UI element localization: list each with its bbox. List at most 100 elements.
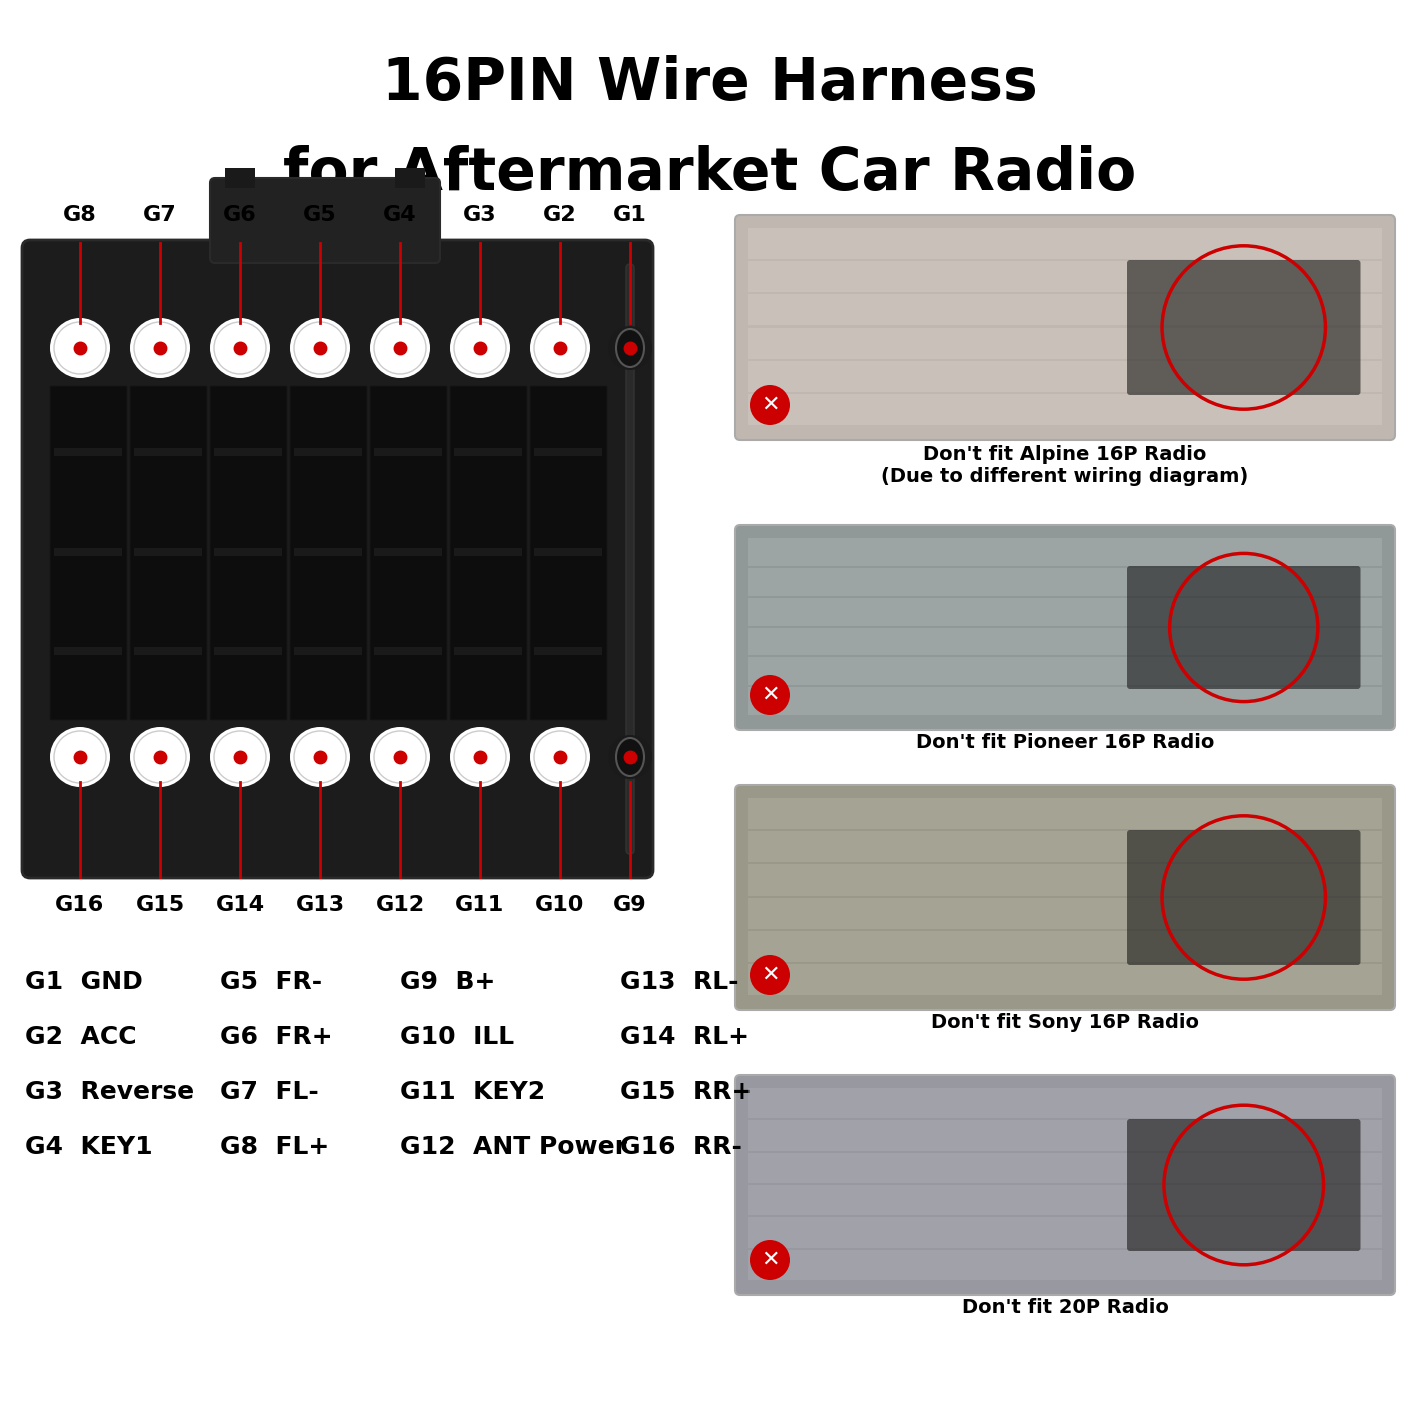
Circle shape (374, 731, 426, 783)
Text: G8: G8 (63, 205, 97, 224)
Bar (290, 386, 367, 718)
Text: Don't fit 20P Radio: Don't fit 20P Radio (962, 1298, 1168, 1317)
Bar (54, 647, 122, 655)
Circle shape (134, 731, 186, 783)
Bar (134, 547, 202, 556)
Circle shape (369, 318, 431, 377)
Circle shape (54, 731, 107, 783)
Bar (747, 964, 1383, 995)
Text: G5  FR-: G5 FR- (220, 969, 323, 993)
Bar (210, 386, 286, 718)
Text: G11  KEY2: G11 KEY2 (399, 1080, 546, 1104)
Bar (54, 448, 122, 456)
Text: ✕: ✕ (760, 396, 779, 415)
Bar (747, 1186, 1383, 1215)
Circle shape (54, 323, 107, 375)
Text: G3: G3 (463, 205, 497, 224)
Circle shape (534, 731, 585, 783)
Bar (747, 1121, 1383, 1150)
Circle shape (450, 318, 510, 377)
Bar (225, 168, 254, 188)
Bar (747, 658, 1383, 685)
Bar (294, 647, 362, 655)
FancyBboxPatch shape (1127, 1120, 1360, 1251)
Text: G13  RL-: G13 RL- (620, 969, 739, 993)
Text: G7  FL-: G7 FL- (220, 1080, 318, 1104)
Text: G12  ANT Power: G12 ANT Power (399, 1135, 627, 1159)
Circle shape (134, 323, 186, 375)
Text: G5: G5 (303, 205, 337, 224)
Bar (747, 537, 1383, 565)
Ellipse shape (615, 738, 644, 776)
Circle shape (608, 325, 652, 370)
Circle shape (290, 318, 350, 377)
Text: Don't fit Sony 16P Radio: Don't fit Sony 16P Radio (931, 1013, 1199, 1033)
Bar (369, 386, 446, 718)
Text: Don't fit Alpine 16P Radio
(Due to different wiring diagram): Don't fit Alpine 16P Radio (Due to diffe… (881, 445, 1249, 485)
Circle shape (129, 318, 190, 377)
Text: G11: G11 (455, 895, 504, 915)
Circle shape (210, 727, 270, 787)
Circle shape (129, 727, 190, 787)
Text: G4  KEY1: G4 KEY1 (26, 1135, 152, 1159)
Text: G1: G1 (612, 205, 647, 224)
Circle shape (534, 323, 585, 375)
Text: for Aftermarket Car Radio: for Aftermarket Car Radio (283, 145, 1137, 202)
Bar (453, 448, 522, 456)
Text: G10: G10 (536, 895, 584, 915)
Circle shape (530, 318, 590, 377)
Text: G7: G7 (144, 205, 176, 224)
Bar (215, 647, 281, 655)
Bar (534, 547, 603, 556)
Bar (747, 1250, 1383, 1280)
Circle shape (453, 323, 506, 375)
Bar (294, 547, 362, 556)
Bar (453, 647, 522, 655)
Circle shape (450, 727, 510, 787)
Bar (747, 687, 1383, 716)
Text: G8  FL+: G8 FL+ (220, 1135, 330, 1159)
Text: G4: G4 (384, 205, 416, 224)
Bar (747, 864, 1383, 895)
Text: G6  FR+: G6 FR+ (220, 1026, 333, 1049)
Circle shape (530, 727, 590, 787)
Bar (747, 261, 1383, 292)
Bar (134, 448, 202, 456)
Circle shape (374, 323, 426, 375)
Bar (747, 1087, 1383, 1118)
Bar (747, 229, 1383, 260)
Text: ✕: ✕ (760, 685, 779, 704)
Text: G6: G6 (223, 205, 257, 224)
Bar (747, 930, 1383, 962)
Bar (395, 168, 425, 188)
Bar (374, 547, 442, 556)
FancyBboxPatch shape (735, 215, 1395, 441)
Text: G3  Reverse: G3 Reverse (26, 1080, 195, 1104)
Text: G16  RR-: G16 RR- (620, 1135, 742, 1159)
Text: G1  GND: G1 GND (26, 969, 142, 993)
FancyBboxPatch shape (1127, 260, 1360, 396)
Bar (747, 831, 1383, 863)
FancyBboxPatch shape (735, 525, 1395, 730)
Text: ✕: ✕ (760, 965, 779, 985)
FancyBboxPatch shape (21, 240, 654, 878)
Text: G14: G14 (216, 895, 264, 915)
Circle shape (750, 675, 790, 716)
Bar (747, 394, 1383, 425)
Bar (747, 568, 1383, 596)
Bar (215, 448, 281, 456)
Bar (530, 386, 605, 718)
Bar (747, 327, 1383, 359)
Circle shape (50, 727, 109, 787)
Circle shape (290, 727, 350, 787)
Text: Don't fit Pioneer 16P Radio: Don't fit Pioneer 16P Radio (915, 732, 1214, 752)
Circle shape (294, 731, 345, 783)
Text: G13: G13 (296, 895, 344, 915)
Text: G14  RL+: G14 RL+ (620, 1026, 749, 1049)
Text: 16PIN Wire Harness: 16PIN Wire Harness (382, 55, 1037, 112)
Text: G15  RR+: G15 RR+ (620, 1080, 752, 1104)
Bar (747, 361, 1383, 391)
Bar (450, 386, 526, 718)
Text: G2: G2 (543, 205, 577, 224)
Bar (54, 547, 122, 556)
